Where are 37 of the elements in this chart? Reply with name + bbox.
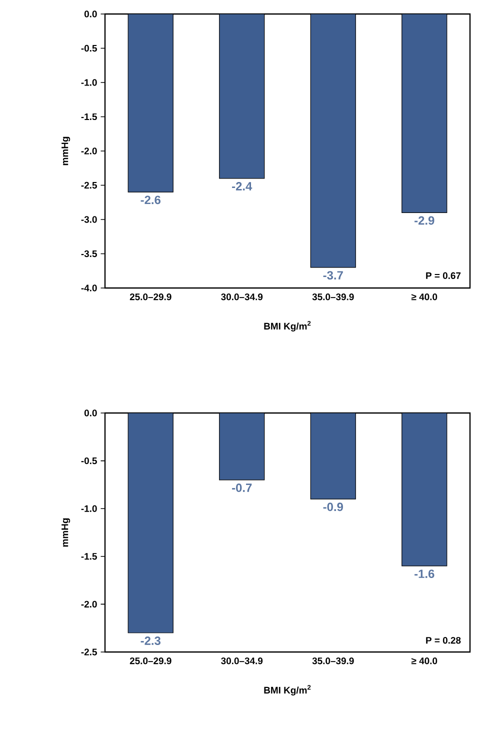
data-label: -2.9 — [414, 216, 434, 225]
x-axis-title: BMI Kg/m$^{2}$ — [264, 685, 311, 696]
y-tick-label: -1.5 — [81, 553, 97, 560]
data-label: -2.3 — [140, 636, 160, 645]
x-tick-label: 35.0–39.9 — [312, 294, 354, 300]
y-tick-label: -2.5 — [81, 182, 97, 189]
y-tick-label: -3.0 — [81, 216, 97, 223]
data-label: -1.6 — [414, 570, 434, 578]
x-tick-label: 25.0–29.9 — [130, 294, 172, 300]
data-label: -2.4 — [232, 182, 252, 190]
y-axis-title: mmHg — [62, 518, 70, 547]
x-tick-label: ≥ 40.0 — [411, 658, 438, 664]
x-tick-label: ≥ 40.0 — [411, 294, 438, 300]
y-tick-label: -2.5 — [81, 648, 97, 656]
data-label: -2.6 — [140, 196, 160, 204]
y-tick-label: -2.0 — [81, 600, 97, 608]
annotation: P = 0.28 — [426, 637, 461, 644]
data-label: -0.9 — [323, 502, 343, 512]
y-tick-label: 0.0 — [84, 410, 97, 416]
y-tick-label: -2.0 — [81, 148, 97, 154]
y-tick-label: -1.0 — [81, 79, 97, 86]
data-label: -3.7 — [323, 271, 343, 280]
x-tick-label: 35.0–39.9 — [312, 658, 354, 664]
y-tick-label: -0.5 — [81, 457, 97, 464]
x-tick-label: 30.0–34.9 — [221, 294, 263, 300]
x-tick-label: 25.0–29.9 — [130, 658, 172, 664]
y-tick-label: -0.5 — [81, 44, 97, 52]
y-tick-label: -4.0 — [81, 284, 97, 292]
annotation: P = 0.67 — [426, 272, 461, 279]
x-tick-label: 30.0–34.9 — [221, 658, 263, 664]
y-tick-label: -1.0 — [81, 505, 97, 512]
y-tick-label: -3.5 — [81, 250, 97, 258]
x-axis-title: BMI Kg/m$^{2}$ — [264, 321, 311, 332]
y-axis-title: mmHg — [62, 136, 70, 166]
y-tick-label: 0.0 — [84, 10, 97, 18]
y-tick-label: -1.5 — [81, 113, 97, 120]
data-label: -0.7 — [232, 484, 252, 492]
